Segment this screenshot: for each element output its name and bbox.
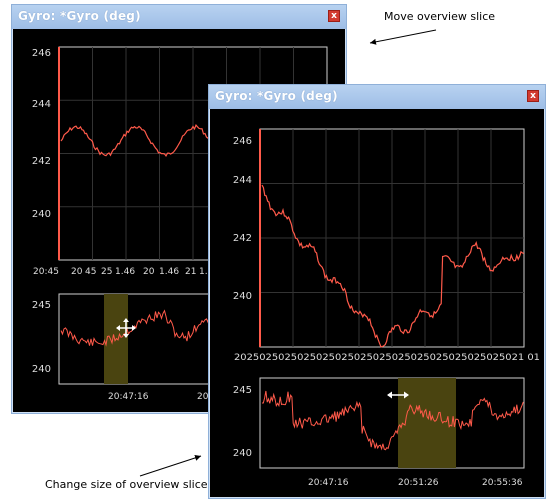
time-tick: 20: [143, 267, 155, 277]
overview-slice[interactable]: [398, 378, 456, 468]
main-signal-line: [261, 184, 525, 348]
window-title: Gyro: *Gyro (deg): [18, 9, 141, 23]
y-tick-246: 246: [233, 136, 252, 147]
overview-y-tick-245: 245: [233, 385, 252, 396]
time-tick: 21: [185, 267, 196, 277]
y-tick-240: 240: [32, 209, 51, 220]
overview-y-tick-245: 245: [32, 300, 51, 311]
overview-x-tick: 20:47:16: [108, 392, 149, 402]
overview-y-tick-240: 240: [32, 364, 51, 375]
y-tick-244: 244: [32, 99, 51, 110]
title-bar[interactable]: Gyro: *Gyro (deg) x: [12, 5, 346, 29]
time-tick: 25: [101, 267, 112, 277]
arrow-move: [369, 29, 437, 45]
overview-signal-line: [262, 390, 524, 451]
y-tick-240: 240: [233, 291, 252, 302]
time-axis-labels: 2025025025025025025025025025025025025025…: [234, 353, 540, 363]
overview-x-tick: 20:51:26: [398, 478, 439, 488]
gyro-window-front[interactable]: Gyro: *Gyro (deg) x 246 244 242 240 2025…: [208, 84, 546, 499]
overview-x-tick: 20:47:16: [308, 478, 349, 488]
main-signal-line: [60, 123, 221, 158]
arrow-resize: [139, 455, 202, 477]
overview-x-tick: 20:: [197, 392, 211, 402]
y-tick-246: 246: [32, 48, 51, 59]
move-cursor-icon: [116, 318, 136, 338]
time-tick: 45: [85, 267, 96, 277]
annotation-resize: Change size of overview slice: [45, 478, 208, 491]
plot-area[interactable]: 246 244 242 240 202502502502502502502502…: [212, 109, 542, 495]
overview-y-tick-240: 240: [233, 448, 252, 459]
time-tick: 20:45: [33, 267, 59, 277]
overview-plot-frame: [259, 377, 525, 469]
close-button[interactable]: x: [328, 10, 340, 22]
title-bar[interactable]: Gyro: *Gyro (deg) x: [209, 85, 545, 109]
time-tick: 1.46: [115, 267, 135, 277]
time-tick: 20: [71, 267, 83, 277]
annotation-move: Move overview slice: [384, 10, 496, 23]
resize-cursor-icon: [387, 391, 409, 399]
close-button[interactable]: x: [527, 90, 539, 102]
overview-x-tick: 20:55:36: [482, 478, 523, 488]
y-tick-244: 244: [233, 175, 252, 186]
overview-signal-line: [60, 309, 221, 347]
window-title: Gyro: *Gyro (deg): [215, 89, 338, 103]
main-grid: [260, 129, 524, 347]
y-tick-242: 242: [233, 233, 252, 244]
time-tick: 1.46: [159, 267, 179, 277]
y-tick-242: 242: [32, 156, 51, 167]
window-content: 246 244 242 240 202502502502502502502502…: [212, 109, 542, 495]
